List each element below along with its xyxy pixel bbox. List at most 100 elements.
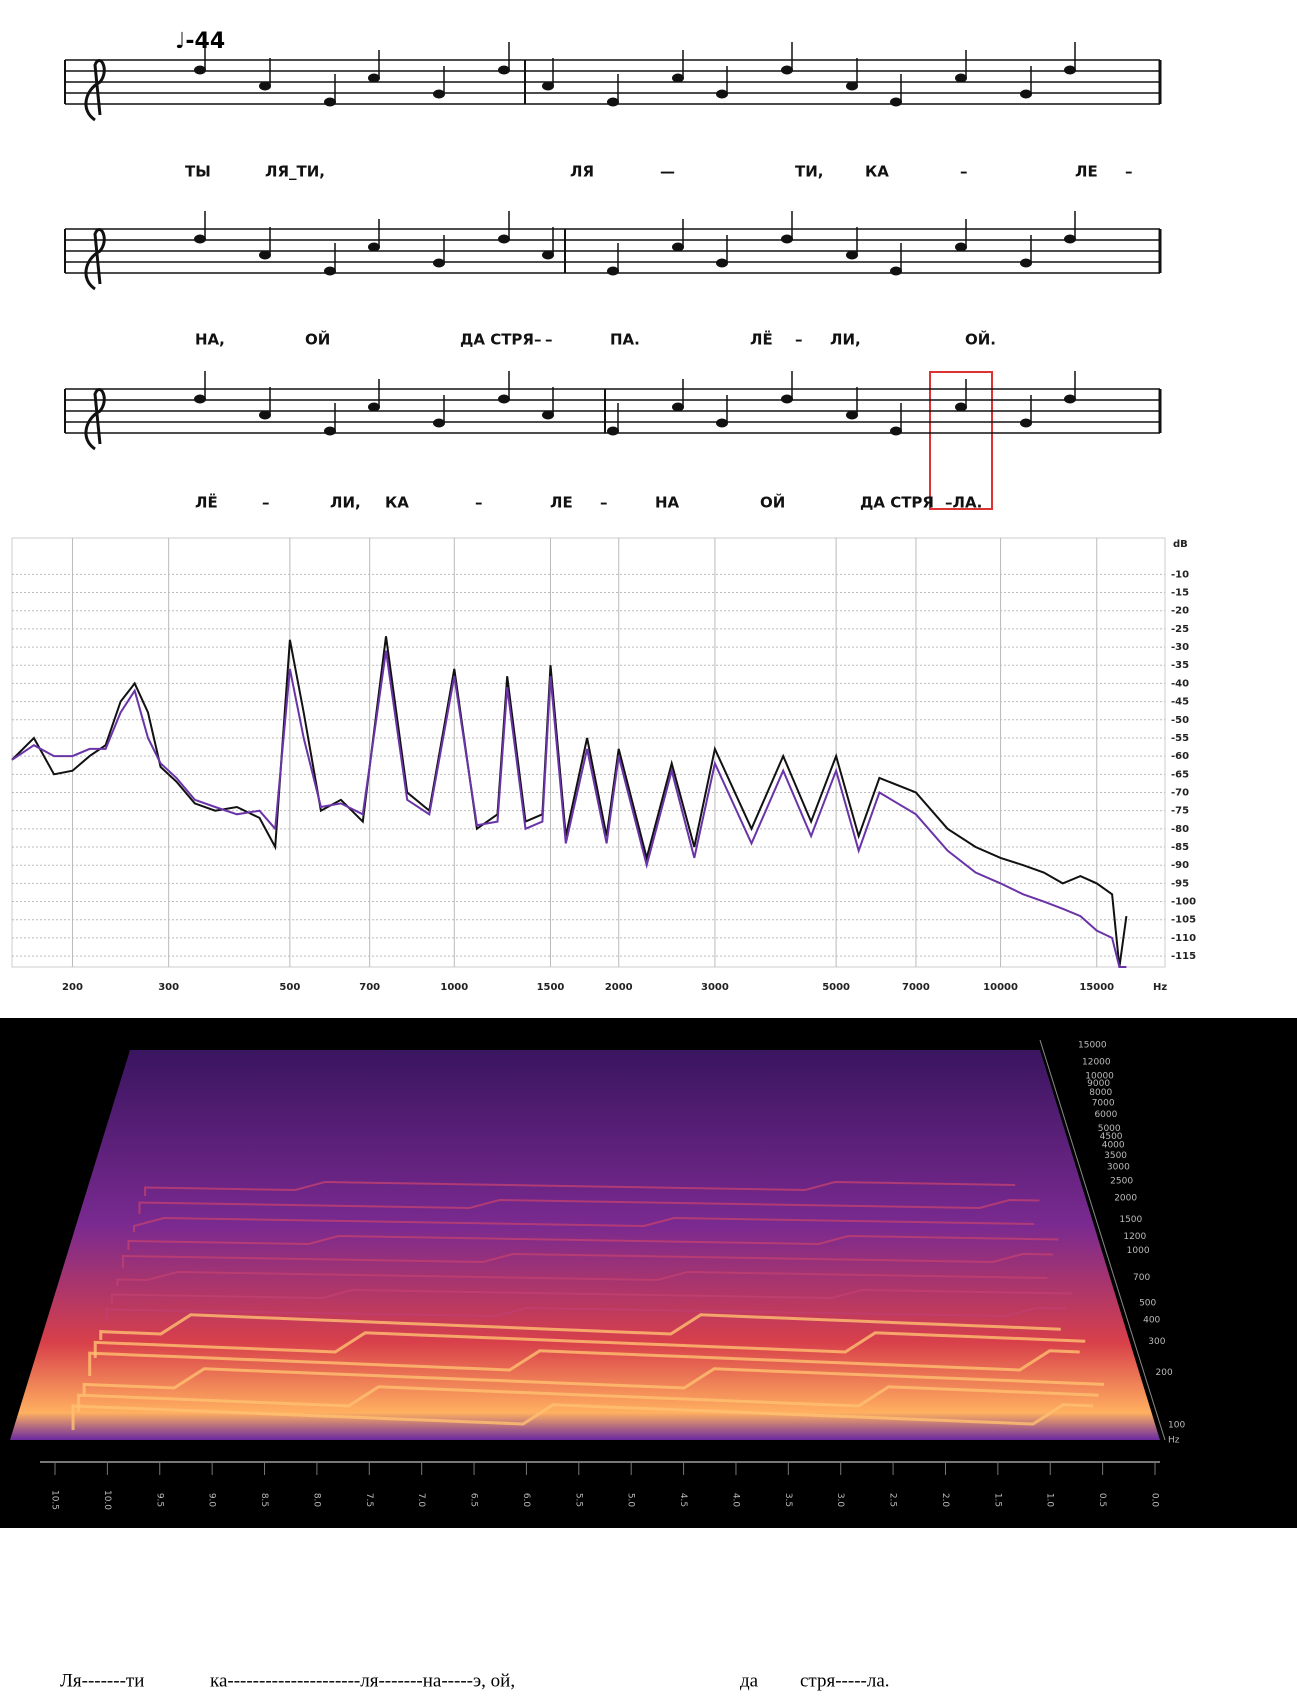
time-label: 10.5 <box>50 1490 60 1510</box>
y-tick-label: -20 <box>1171 606 1189 617</box>
lyric: ЛЕ <box>1075 163 1098 181</box>
notehead <box>259 81 271 91</box>
freq-label: 12000 <box>1082 1057 1111 1067</box>
notehead <box>1064 394 1076 404</box>
notehead <box>1064 234 1076 244</box>
notehead <box>324 426 336 436</box>
spectrum-line <box>11 636 1128 968</box>
time-label: 1.0 <box>1045 1493 1055 1508</box>
time-label: 2.0 <box>940 1493 950 1508</box>
freq-label: 3500 <box>1104 1151 1127 1161</box>
freq-label: 15000 <box>1078 1041 1107 1051</box>
freq-label: 1000 <box>1127 1246 1150 1256</box>
lyric: –ЛА. <box>945 494 982 512</box>
x-tick-label: 300 <box>158 982 179 993</box>
time-label: 2.5 <box>888 1493 898 1507</box>
notehead <box>672 242 684 252</box>
x-tick-label: 15000 <box>1079 982 1114 993</box>
lyric: ТИ, <box>795 163 823 181</box>
time-label: 9.0 <box>207 1493 217 1508</box>
x-tick-label: 1500 <box>537 982 565 993</box>
lyric: КА <box>865 163 889 181</box>
y-tick-label: -35 <box>1171 660 1189 671</box>
freq-label: 10000 <box>1085 1071 1114 1081</box>
lyric: КА <box>385 494 409 512</box>
lyric: ПА. <box>610 331 640 349</box>
time-label: 3.0 <box>835 1493 845 1508</box>
caption-text: да <box>740 1670 759 1691</box>
notehead <box>368 242 380 252</box>
y-tick-label: -100 <box>1171 897 1196 908</box>
notehead <box>1020 258 1032 268</box>
notehead <box>890 266 902 276</box>
notehead <box>781 394 793 404</box>
spectrogram-band <box>144 1180 1016 1196</box>
y-tick-label: -90 <box>1171 860 1189 871</box>
lyric: ЛЁ <box>195 493 218 512</box>
spectrogram-band <box>110 1288 1072 1304</box>
spectrogram-band <box>127 1234 1059 1250</box>
plot-frame <box>11 537 1166 968</box>
freq-label: 500 <box>1139 1298 1156 1308</box>
y-tick-label: -25 <box>1171 624 1189 635</box>
x-tick-label: 10000 <box>983 982 1018 993</box>
freq-label: 4500 <box>1100 1132 1123 1142</box>
freq-axis <box>1039 1039 1166 1441</box>
caption-text: Ля-------ти <box>60 1670 144 1691</box>
highlight-box <box>929 371 993 510</box>
spectrogram-band <box>105 1306 1067 1322</box>
freq-label: 1500 <box>1119 1215 1142 1225</box>
notehead <box>433 258 445 268</box>
spectrogram-band <box>99 1313 1061 1340</box>
time-label: 8.0 <box>311 1493 321 1508</box>
spectrogram-band <box>138 1198 1040 1214</box>
time-label: 7.5 <box>364 1493 374 1507</box>
notehead <box>542 410 554 420</box>
notehead <box>498 394 510 404</box>
notehead <box>781 65 793 75</box>
x-tick-label: 1000 <box>440 982 468 993</box>
y-tick-label: -110 <box>1171 933 1196 944</box>
spectrogram-band <box>88 1349 1080 1376</box>
notehead <box>955 242 967 252</box>
freq-label: 6000 <box>1094 1110 1117 1120</box>
y-tick-label: -85 <box>1171 842 1189 853</box>
lyric: – <box>475 494 483 512</box>
y-tick-label: -10 <box>1171 569 1189 580</box>
freq-label: 9000 <box>1087 1079 1110 1089</box>
time-label: 5.5 <box>573 1493 583 1507</box>
freq-unit: Hz <box>1168 1436 1180 1446</box>
freq-label: 4000 <box>1102 1141 1125 1151</box>
notehead <box>716 418 728 428</box>
notehead <box>498 234 510 244</box>
spectrogram-band <box>71 1403 1094 1430</box>
notehead <box>607 266 619 276</box>
time-label: 4.5 <box>678 1493 688 1507</box>
spectrogram-band <box>116 1270 1048 1286</box>
x-tick-label: 3000 <box>701 982 729 993</box>
clef <box>84 387 106 451</box>
notehead <box>498 65 510 75</box>
notehead <box>955 402 967 412</box>
freq-label: 1200 <box>1123 1232 1146 1242</box>
notehead <box>1020 89 1032 99</box>
spectrum-line <box>11 650 1127 968</box>
y-axis-label: dB <box>1173 539 1188 550</box>
notehead <box>1020 418 1032 428</box>
lyric: – <box>545 331 553 349</box>
notehead <box>542 250 554 260</box>
time-label: 3.5 <box>783 1493 793 1507</box>
notehead <box>607 97 619 107</box>
time-label: 6.0 <box>521 1493 531 1508</box>
lyric: ЛИ, <box>330 494 361 512</box>
time-label: 0.5 <box>1097 1493 1107 1507</box>
spectrogram-band <box>133 1216 1035 1232</box>
lyric: ДА СТРЯ– <box>460 331 541 349</box>
freq-label: 2000 <box>1114 1193 1137 1203</box>
freq-label: 100 <box>1168 1421 1185 1431</box>
lyric: ЛЁ <box>750 330 773 349</box>
notehead <box>259 410 271 420</box>
clef <box>84 58 106 122</box>
y-tick-label: -30 <box>1171 642 1189 653</box>
